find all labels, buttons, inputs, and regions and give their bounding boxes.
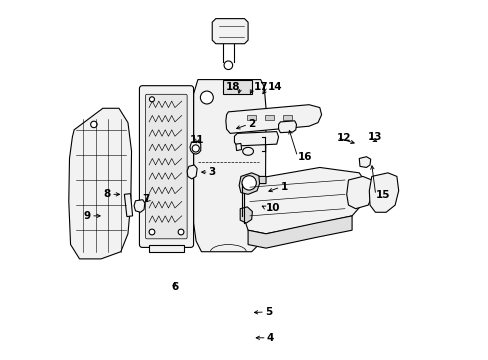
Text: 18: 18 bbox=[225, 82, 240, 92]
Text: 9: 9 bbox=[84, 211, 91, 221]
Polygon shape bbox=[240, 207, 252, 223]
Polygon shape bbox=[359, 157, 370, 167]
Circle shape bbox=[149, 229, 155, 235]
Polygon shape bbox=[69, 108, 131, 259]
Polygon shape bbox=[225, 105, 321, 134]
Text: 8: 8 bbox=[103, 189, 111, 199]
Circle shape bbox=[242, 176, 256, 190]
Text: 15: 15 bbox=[375, 190, 389, 200]
Text: 17: 17 bbox=[253, 82, 267, 92]
Polygon shape bbox=[247, 216, 351, 248]
Polygon shape bbox=[223, 80, 251, 94]
Polygon shape bbox=[368, 173, 398, 212]
Circle shape bbox=[178, 229, 183, 235]
Circle shape bbox=[200, 91, 213, 104]
Text: 16: 16 bbox=[297, 152, 311, 162]
Polygon shape bbox=[278, 121, 296, 133]
Text: 1: 1 bbox=[280, 182, 287, 192]
Polygon shape bbox=[190, 141, 201, 154]
Text: 7: 7 bbox=[142, 194, 149, 204]
Text: 13: 13 bbox=[367, 132, 382, 142]
Text: 12: 12 bbox=[336, 133, 351, 143]
Polygon shape bbox=[283, 115, 291, 120]
Circle shape bbox=[192, 145, 199, 152]
Text: 6: 6 bbox=[171, 282, 178, 292]
Text: 11: 11 bbox=[189, 135, 204, 145]
Polygon shape bbox=[212, 19, 247, 44]
Polygon shape bbox=[247, 115, 255, 120]
Polygon shape bbox=[149, 244, 183, 252]
FancyBboxPatch shape bbox=[145, 94, 187, 239]
Circle shape bbox=[90, 121, 97, 128]
Polygon shape bbox=[265, 115, 273, 120]
Text: 10: 10 bbox=[265, 203, 280, 213]
Text: 4: 4 bbox=[266, 333, 274, 343]
Polygon shape bbox=[193, 80, 265, 252]
Text: 14: 14 bbox=[267, 82, 282, 92]
Polygon shape bbox=[124, 194, 132, 217]
Polygon shape bbox=[239, 173, 259, 194]
Circle shape bbox=[149, 97, 154, 102]
Polygon shape bbox=[346, 176, 372, 209]
Polygon shape bbox=[244, 167, 366, 234]
Polygon shape bbox=[134, 200, 144, 212]
Polygon shape bbox=[247, 176, 265, 184]
Circle shape bbox=[224, 61, 232, 69]
Polygon shape bbox=[235, 143, 241, 150]
Text: 2: 2 bbox=[247, 120, 255, 129]
Polygon shape bbox=[187, 165, 197, 179]
Text: 3: 3 bbox=[208, 167, 215, 177]
Text: 5: 5 bbox=[264, 307, 272, 317]
Polygon shape bbox=[234, 132, 278, 146]
FancyBboxPatch shape bbox=[139, 86, 193, 247]
